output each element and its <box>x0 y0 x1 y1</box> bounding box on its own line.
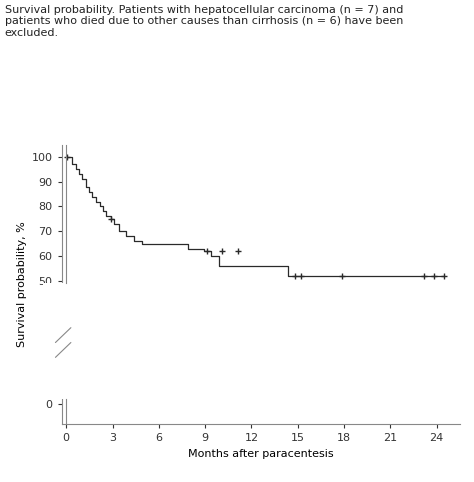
Legend: Survival function, Censored: Survival function, Censored <box>118 480 343 482</box>
X-axis label: Months after paracentesis: Months after paracentesis <box>188 449 334 459</box>
Y-axis label: Survival probability, %: Survival probability, % <box>18 222 27 347</box>
Bar <box>43 283 68 400</box>
Text: Survival probability. Patients with hepatocellular carcinoma (n = 7) and
patient: Survival probability. Patients with hepa… <box>5 5 403 38</box>
Bar <box>62 283 460 400</box>
